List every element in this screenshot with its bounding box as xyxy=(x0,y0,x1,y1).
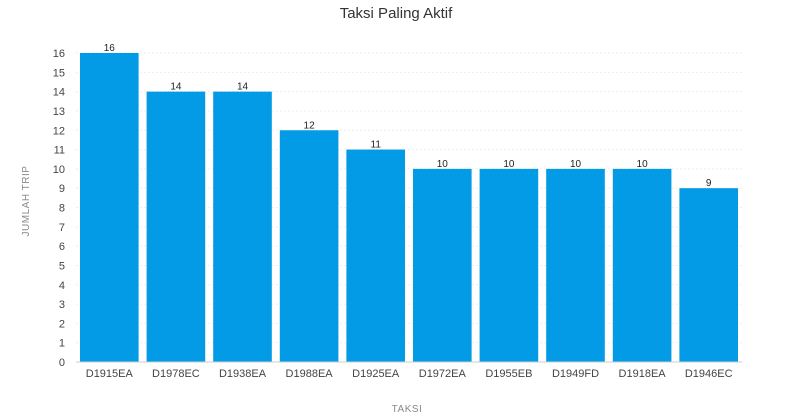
bar xyxy=(213,91,272,362)
bar xyxy=(79,53,139,362)
y-axis-label: JUMLAH TRIP xyxy=(21,166,32,237)
data-labels: 16 14 14 12 11 10 10 10 10 9 xyxy=(104,43,712,189)
bar xyxy=(612,168,672,362)
y-tick-label: 3 xyxy=(59,299,65,311)
x-tick-label: D1955EB xyxy=(485,368,532,380)
x-tick-label: D1978EC xyxy=(152,368,200,380)
y-tick-label: 5 xyxy=(59,260,65,272)
y-tick-label: 7 xyxy=(59,222,65,234)
y-tick-label: 11 xyxy=(54,145,65,157)
y-tick-label: 6 xyxy=(59,241,65,253)
bars xyxy=(79,53,739,362)
chart-title: Taksi Paling Aktif xyxy=(340,5,453,22)
y-tick-label: 10 xyxy=(53,164,65,176)
x-tick-label: D1918EA xyxy=(619,368,667,380)
y-tick-label: 16 xyxy=(53,48,65,60)
x-tick-label: D1938EA xyxy=(219,368,267,380)
x-tick-label: D1946EC xyxy=(685,368,733,380)
bar xyxy=(546,168,605,362)
bar xyxy=(412,168,472,362)
y-tick-label: 4 xyxy=(59,280,65,292)
data-label: 11 xyxy=(371,140,382,151)
data-label: 10 xyxy=(570,159,582,170)
bar xyxy=(679,188,739,362)
y-tick-label: 2 xyxy=(59,318,65,330)
bar xyxy=(146,91,206,362)
y-tick-label: 15 xyxy=(53,67,65,79)
x-tick-labels: D1915EA D1978EC D1938EA D1988EA D1925EA D1972… xyxy=(86,368,733,380)
y-tick-label: 13 xyxy=(53,106,65,118)
x-axis-label: TAKSI xyxy=(392,404,423,415)
data-label: 10 xyxy=(503,159,515,170)
data-label: 16 xyxy=(104,43,116,54)
y-tick-label: 12 xyxy=(53,125,65,137)
data-label: 14 xyxy=(237,82,249,93)
y-tick-label: 9 xyxy=(59,183,65,195)
y-tick-label: 14 xyxy=(53,87,65,99)
x-tick-label: D1915EA xyxy=(86,368,134,380)
bar xyxy=(279,130,339,362)
data-label: 12 xyxy=(304,120,316,131)
y-tick-label: 1 xyxy=(59,338,65,350)
grid-lines xyxy=(76,52,742,344)
data-label: 9 xyxy=(706,178,712,189)
data-label: 10 xyxy=(637,159,649,170)
y-tick-label: 8 xyxy=(59,203,65,215)
x-tick-label: D1949FD xyxy=(552,368,599,380)
x-tick-label: D1972EA xyxy=(419,368,467,380)
data-label: 14 xyxy=(170,82,182,93)
x-tick-label: D1988EA xyxy=(286,368,334,380)
y-tick-label: 0 xyxy=(59,357,65,369)
data-label: 10 xyxy=(437,159,449,170)
bar xyxy=(346,149,406,362)
bar xyxy=(479,168,539,362)
x-tick-label: D1925EA xyxy=(352,368,400,380)
